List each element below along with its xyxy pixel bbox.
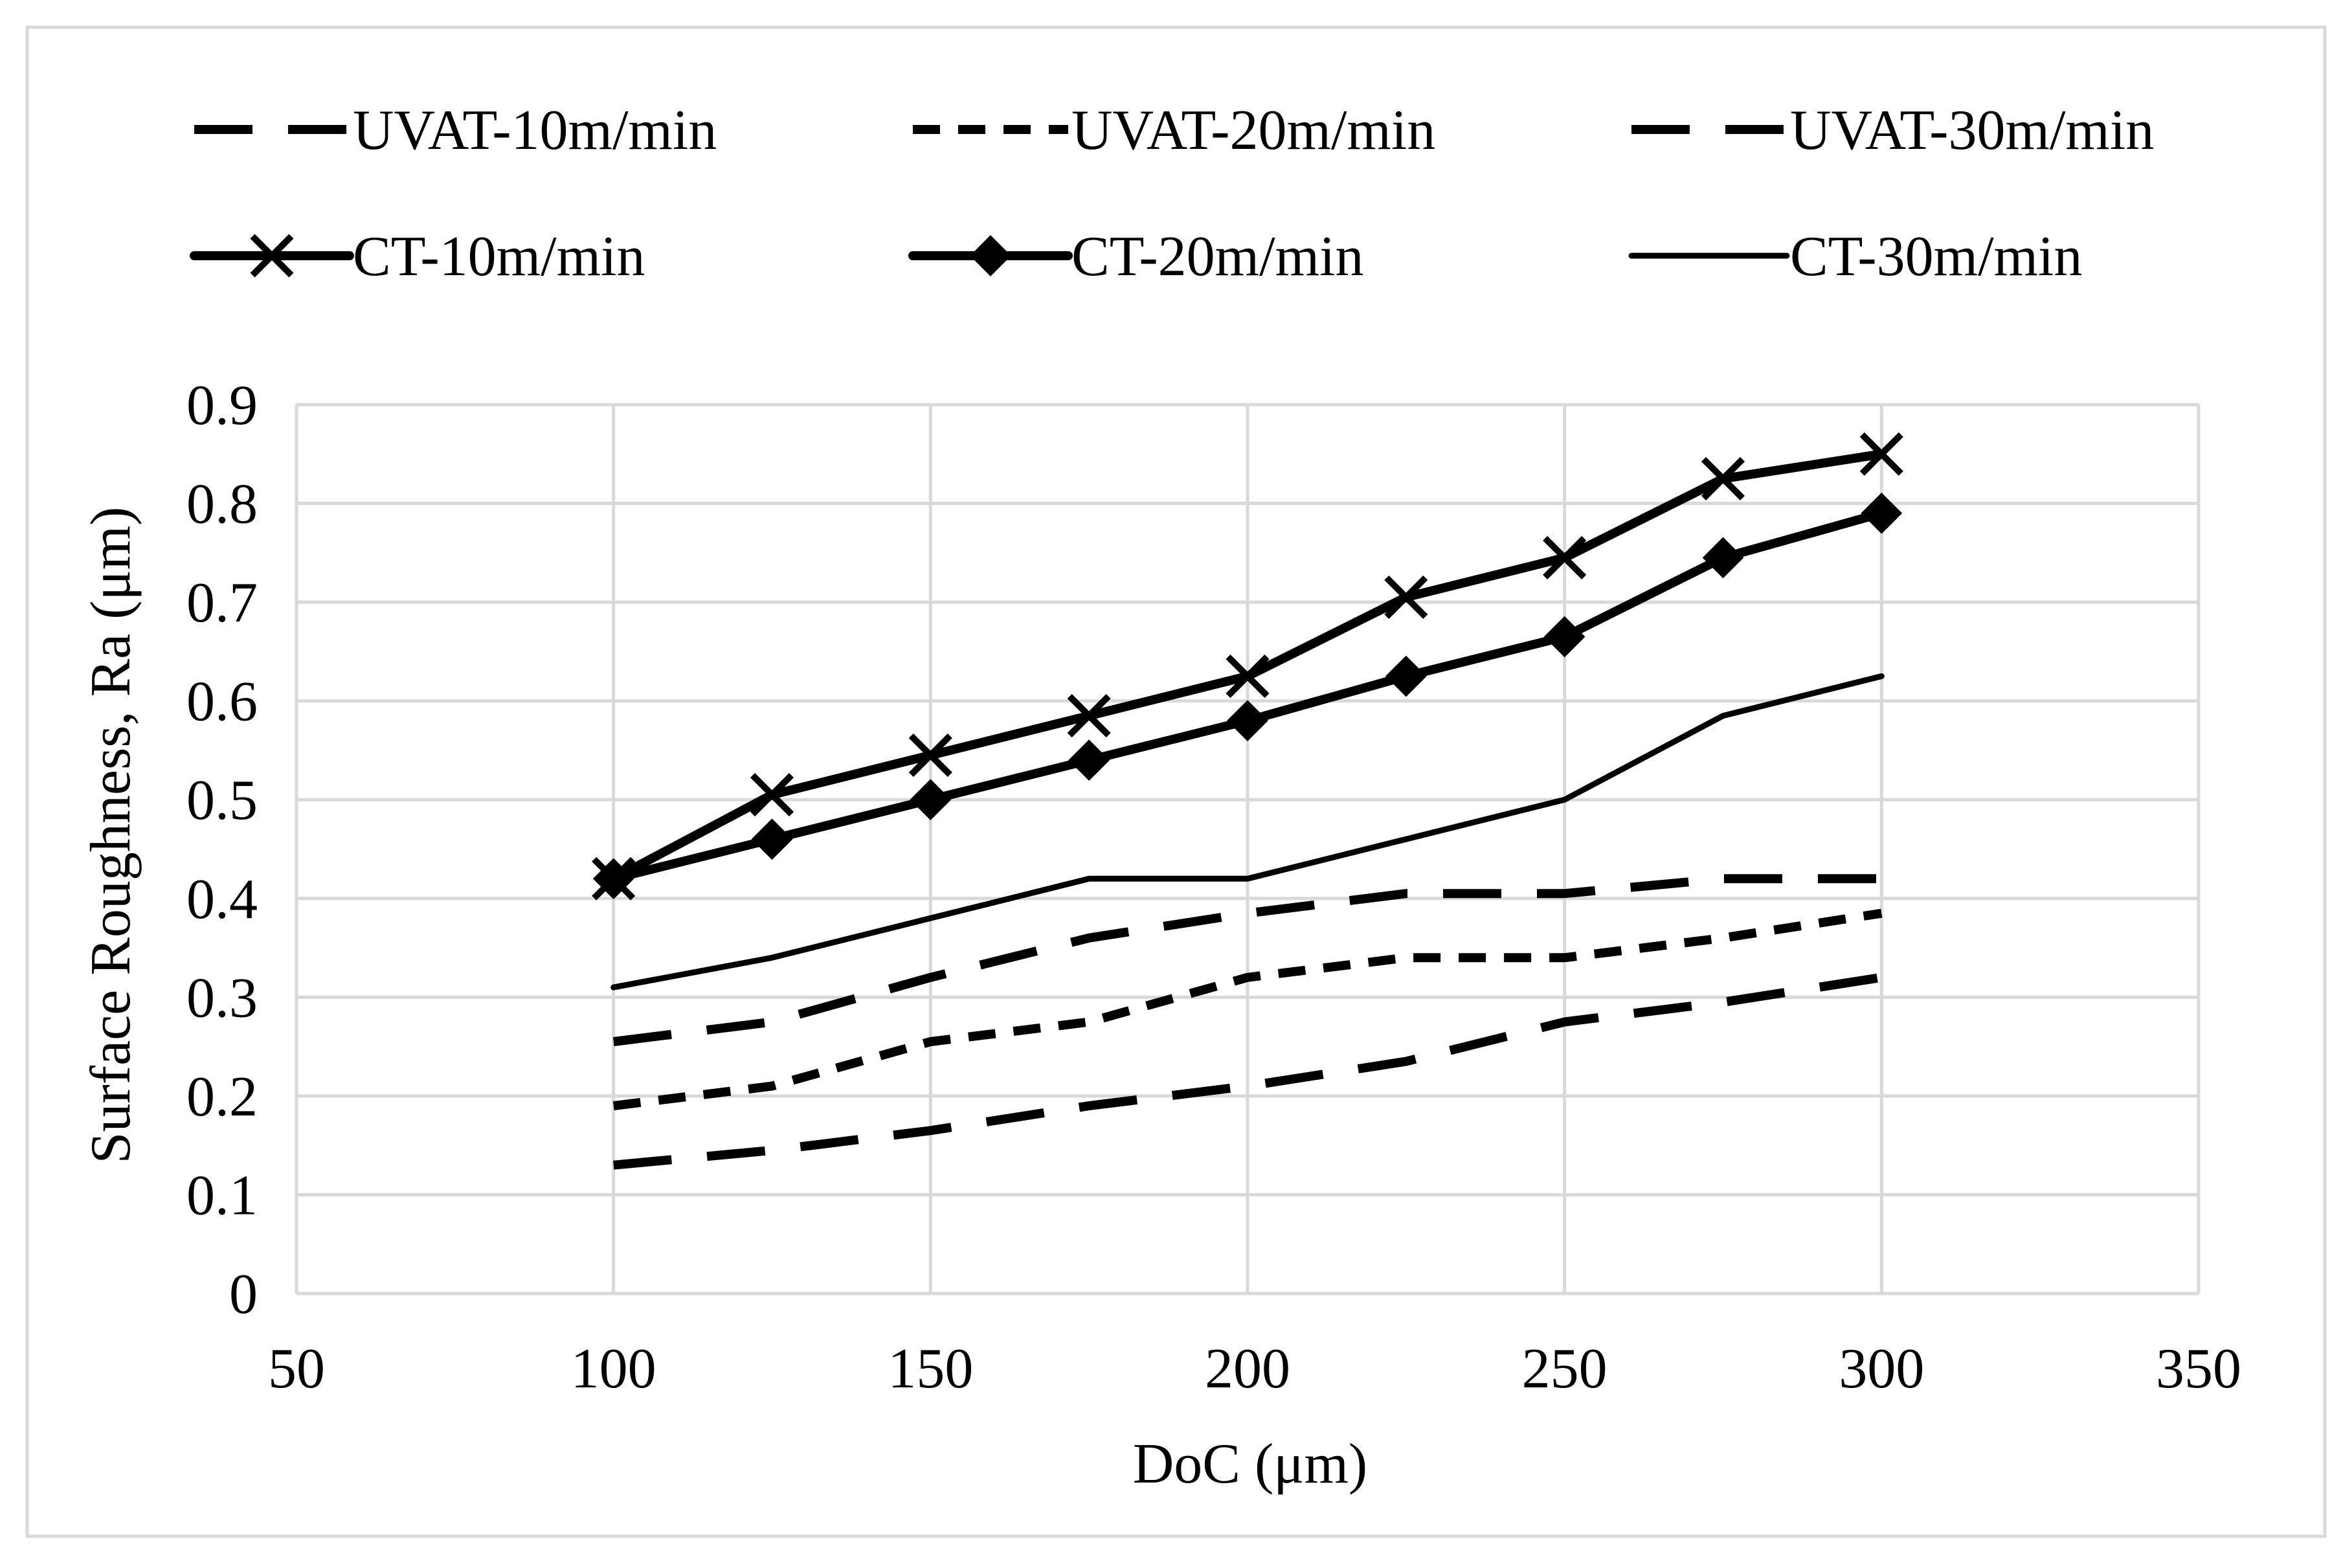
series-line <box>610 673 1885 991</box>
data-point <box>1227 700 1268 742</box>
y-tick-label: 0.8 <box>186 473 258 536</box>
x-tick-label: 100 <box>571 1338 656 1400</box>
legend-item: UVAT-30m/min <box>1631 99 2154 162</box>
data-point <box>910 779 952 821</box>
legend-marker <box>970 235 1011 276</box>
series-UVAT-10m/min <box>613 972 1883 1170</box>
data-point <box>1067 694 1111 738</box>
legend-item: UVAT-20m/min <box>913 99 1435 162</box>
chart-border <box>25 25 2327 1538</box>
y-tick-label: 0.5 <box>186 769 258 832</box>
data-point <box>1543 616 1585 658</box>
gridlines <box>295 403 2201 1295</box>
x-tick-label: 350 <box>2156 1338 2241 1400</box>
data-point <box>1701 456 1745 500</box>
series-CT-20m/min <box>592 492 1903 900</box>
legend-marker <box>250 234 294 278</box>
x-tick-label: 150 <box>888 1338 973 1400</box>
legend-label: UVAT-30m/min <box>1790 99 2154 162</box>
y-tick-label: 0.9 <box>186 374 258 437</box>
y-tick-label: 0.7 <box>186 572 258 634</box>
y-tick-label: 0.3 <box>186 967 258 1029</box>
legend-label: CT-20m/min <box>1071 225 1363 288</box>
data-point <box>1861 492 1903 534</box>
y-tick-label: 0 <box>229 1263 258 1326</box>
series-UVAT-30m/min <box>612 874 1882 1046</box>
data-point <box>1385 655 1427 697</box>
series-CT-10m/min <box>592 432 1903 901</box>
y-tick-label: 0.1 <box>186 1164 258 1227</box>
x-axis-title: DoC (μm) <box>1133 1433 1367 1495</box>
x-tick-label: 300 <box>1839 1338 1924 1400</box>
legend-label: CT-30m/min <box>1790 225 2082 288</box>
legend-item: UVAT-10m/min <box>194 99 717 162</box>
series-line <box>612 874 1882 1046</box>
series-CT-30m/min <box>610 673 1885 991</box>
data-point <box>1543 535 1587 579</box>
x-tick-label: 200 <box>1205 1338 1290 1400</box>
x-tick-label: 250 <box>1522 1338 1607 1400</box>
data-point <box>908 734 952 778</box>
data-point <box>592 858 634 900</box>
legend-label: UVAT-20m/min <box>1071 99 1435 162</box>
legend: UVAT-10m/min UVAT-20m/min UVAT-30m/min CT-1… <box>190 99 2154 288</box>
y-tick-label: 0.4 <box>186 868 258 931</box>
legend-item: CT-30m/min <box>1628 225 2082 288</box>
legend-item: CT-20m/min <box>908 225 1363 288</box>
series-line <box>612 908 1883 1111</box>
axes: 0 0.1 0.2 0.3 0.4 0.5 0.6 0.7 0.8 0.9 50 100 150 200 2… <box>186 374 2241 1400</box>
y-tick-label: 0.6 <box>186 671 258 734</box>
data-point <box>1384 575 1428 620</box>
series-UVAT-20m/min <box>612 908 1883 1111</box>
y-tick-label: 0.2 <box>186 1066 258 1128</box>
legend-item: CT-10m/min <box>190 225 645 288</box>
data-point <box>1859 432 1903 476</box>
data-point <box>1702 537 1744 579</box>
y-axis-title: Surface Roughness, Ra (μm) <box>80 507 142 1164</box>
series-line <box>613 972 1883 1170</box>
data-point <box>750 773 794 817</box>
data-point <box>1226 654 1270 699</box>
data-point <box>751 818 793 860</box>
legend-label: UVAT-10m/min <box>353 99 717 162</box>
legend-label: CT-10m/min <box>353 225 645 288</box>
series-lines <box>592 432 1903 1170</box>
x-tick-label: 50 <box>268 1338 325 1400</box>
data-point <box>1068 739 1110 781</box>
